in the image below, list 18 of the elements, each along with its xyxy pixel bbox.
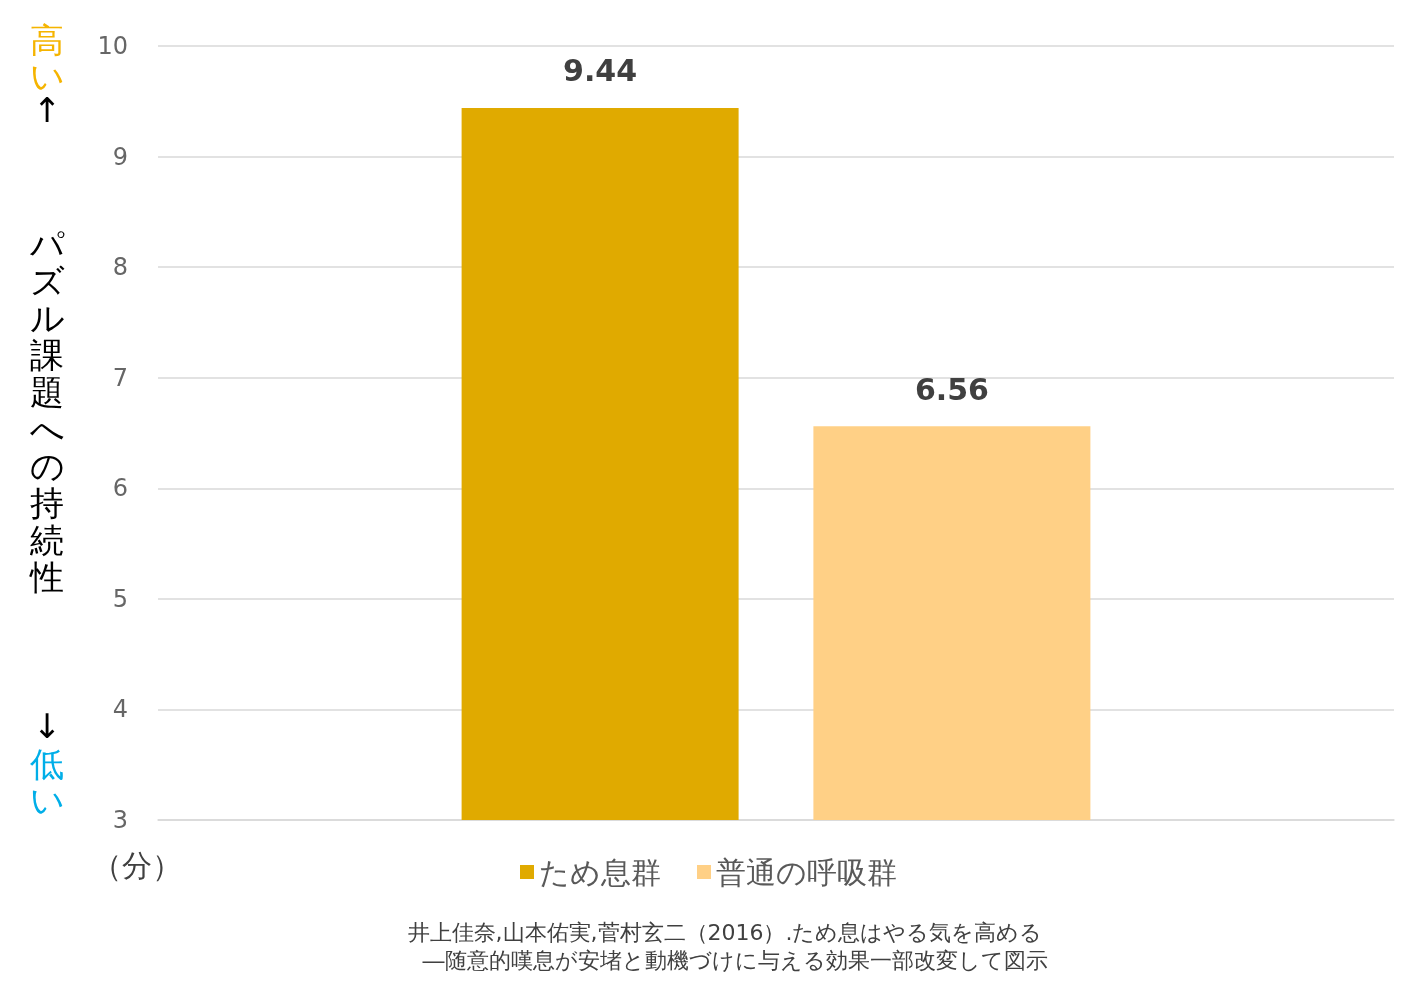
legend-label: ため息群	[539, 854, 661, 890]
y-tick-label: 3	[112, 806, 128, 834]
text: （分）	[92, 847, 182, 885]
text: 井上佳奈,山本佑実,菅村玄二（2016）.ため息はやる気を高める	[406, 919, 1044, 947]
y-tick-label: 7	[112, 363, 128, 392]
y-tick-label: 4	[112, 695, 128, 724]
text: ―随意的嘆息が安堵と動機づけに与える効果一部改変して図示	[421, 947, 1049, 975]
y-tick-label: 9	[112, 142, 128, 171]
text: パズル課題への持続性	[29, 224, 65, 597]
text: 低い	[28, 744, 66, 820]
y-tick-label: 6	[112, 474, 128, 503]
data-label: 6.56	[914, 371, 989, 407]
y-tick-label: 10	[97, 32, 128, 60]
text: ↓	[31, 706, 63, 746]
y-tick-label: 5	[112, 584, 128, 613]
y-tick-label: 8	[112, 253, 128, 282]
data-label: 9.44	[563, 53, 638, 89]
legend-label: 普通の呼吸群	[716, 854, 897, 890]
